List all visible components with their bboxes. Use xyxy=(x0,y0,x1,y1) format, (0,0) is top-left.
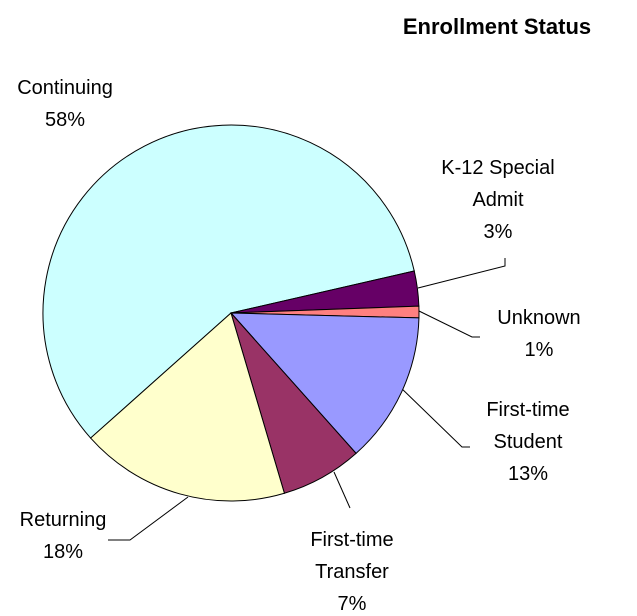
slice-label: Unknown xyxy=(497,307,581,329)
pie-slice xyxy=(42,124,415,439)
leader-line xyxy=(418,310,480,338)
slice-value-label: 18% xyxy=(42,541,84,563)
slice-label: Continuing xyxy=(17,77,113,99)
slice-value-label: 13% xyxy=(507,463,549,485)
slice-value-label: 7% xyxy=(337,593,367,615)
leader-lines xyxy=(108,258,506,541)
slice-label: K-12 Special Admit xyxy=(441,157,555,211)
leader-line xyxy=(108,496,189,541)
leader-line xyxy=(397,384,470,448)
slice-label: First-time Student xyxy=(486,399,570,453)
slice-value-label: 3% xyxy=(483,221,513,243)
slice-value-label: 58% xyxy=(44,109,86,131)
chart-title: Enrollment Status xyxy=(402,14,592,39)
pie-slice xyxy=(229,312,420,455)
pie-slice xyxy=(89,312,286,502)
leader-line xyxy=(417,258,506,289)
slice-label: Returning xyxy=(19,509,107,531)
slice-label: First-time Transfer xyxy=(310,529,394,583)
leader-line xyxy=(333,471,351,509)
slice-value-label: 1% xyxy=(524,339,554,361)
